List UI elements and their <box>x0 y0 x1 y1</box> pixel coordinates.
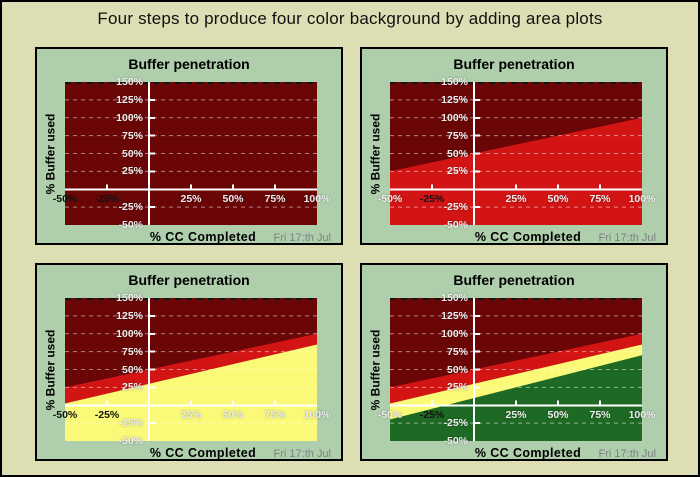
y-tick-label: 50% <box>446 363 468 376</box>
x-tick-label: 25% <box>180 193 202 206</box>
x-tick-label: 25% <box>505 193 527 206</box>
y-tick-label: -25% <box>443 417 468 430</box>
y-tick-label: -50% <box>443 219 468 231</box>
x-tick-label: 50% <box>547 409 569 422</box>
y-tick-label: -50% <box>118 435 143 447</box>
y-tick-label: 25% <box>121 165 143 178</box>
plot-svg <box>390 82 642 225</box>
x-tick-label: 75% <box>264 409 286 422</box>
y-tick-label: 125% <box>441 93 468 106</box>
x-tick-label: 100% <box>628 409 656 422</box>
x-tick-label: 75% <box>589 193 611 206</box>
y-tick-label: 150% <box>441 292 468 304</box>
x-axis-title: % CC Completed <box>149 230 257 244</box>
x-tick-label: 25% <box>505 409 527 422</box>
y-tick-label: -50% <box>443 435 468 447</box>
plot-area: -50% -25% 25% 50% 75% 100% 150% 125% 100% 75% 50% 2… <box>53 76 331 231</box>
y-tick-label: -25% <box>443 201 468 214</box>
panel-title: Buffer penetration <box>453 56 575 72</box>
y-tick-label: 100% <box>116 111 143 124</box>
x-tick-label: 50% <box>222 193 244 206</box>
x-tick-label: -50% <box>377 409 403 422</box>
green-zone-area <box>390 355 642 441</box>
y-tick-label: -25% <box>118 201 143 214</box>
y-tick-label: 75% <box>446 345 468 358</box>
chart-panel: Buffer penetration % Buffer used -50% -25… <box>35 47 343 245</box>
y-tick-label: 100% <box>116 327 143 340</box>
footer-date: Fri 17:th Jul <box>598 232 656 244</box>
plot-area: -50% -25% 25% 50% 75% 100% 150% 125% 100% 75% 50% 2… <box>53 292 331 447</box>
yellow-zone-area <box>65 344 317 441</box>
y-tick-label: 100% <box>441 111 468 124</box>
y-tick-label: 25% <box>446 165 468 178</box>
x-axis-title: % CC Completed <box>149 446 257 460</box>
x-tick-label: 75% <box>589 409 611 422</box>
y-tick-label: 150% <box>116 76 143 88</box>
footer-date: Fri 17:th Jul <box>273 448 331 460</box>
y-tick-label: 150% <box>116 292 143 304</box>
y-tick-label: -25% <box>118 417 143 430</box>
y-tick-label: 150% <box>441 76 468 88</box>
x-tick-label: -25% <box>94 193 120 206</box>
y-tick-label: 75% <box>121 345 143 358</box>
y-tick-label: 125% <box>116 309 143 322</box>
x-tick-label: 50% <box>547 193 569 206</box>
x-tick-label: -25% <box>419 193 445 206</box>
figure-title: Four steps to produce four color backgro… <box>97 9 603 28</box>
x-tick-label: 75% <box>264 193 286 206</box>
chart-panel: Buffer penetration % Buffer used -50% -25… <box>360 263 668 461</box>
y-tick-label: 100% <box>441 327 468 340</box>
x-axis-title: % CC Completed <box>474 230 582 244</box>
chart-panel: Buffer penetration % Buffer used -50% -25… <box>35 263 343 461</box>
y-tick-label: 75% <box>446 129 468 142</box>
panel-title: Buffer penetration <box>453 272 575 288</box>
x-tick-label: -50% <box>377 193 403 206</box>
x-tick-label: -50% <box>52 193 78 206</box>
panel-title: Buffer penetration <box>128 56 250 72</box>
y-tick-label: 25% <box>121 381 143 394</box>
x-tick-label: 25% <box>180 409 202 422</box>
footer-date: Fri 17:th Jul <box>598 448 656 460</box>
x-tick-label: -50% <box>52 409 78 422</box>
red-zone-area <box>390 117 642 225</box>
y-tick-label: 50% <box>446 147 468 160</box>
x-axis-title: % CC Completed <box>474 446 582 460</box>
y-tick-label: 75% <box>121 129 143 142</box>
plot-svg <box>65 82 317 225</box>
x-tick-label: 100% <box>303 409 331 422</box>
y-tick-label: 125% <box>116 93 143 106</box>
y-tick-label: 125% <box>441 309 468 322</box>
y-tick-label: -50% <box>118 219 143 231</box>
plot-area: -50% -25% 25% 50% 75% 100% 150% 125% 100% 75% 50% 2… <box>378 76 656 231</box>
plot-area: -50% -25% 25% 50% 75% 100% 150% 125% 100% 75% 50% 2… <box>378 292 656 447</box>
chart-panel: Buffer penetration % Buffer used -50% -25… <box>360 47 668 245</box>
footer-date: Fri 17:th Jul <box>273 232 331 244</box>
x-tick-label: 100% <box>303 193 331 206</box>
x-tick-label: 50% <box>222 409 244 422</box>
x-tick-label: -25% <box>419 409 445 422</box>
plot-svg <box>65 298 317 441</box>
x-tick-label: 100% <box>628 193 656 206</box>
y-tick-label: 50% <box>121 147 143 160</box>
x-tick-label: -25% <box>94 409 120 422</box>
panel-title: Buffer penetration <box>128 272 250 288</box>
y-tick-label: 50% <box>121 363 143 376</box>
plot-svg <box>390 298 642 441</box>
y-tick-label: 25% <box>446 381 468 394</box>
